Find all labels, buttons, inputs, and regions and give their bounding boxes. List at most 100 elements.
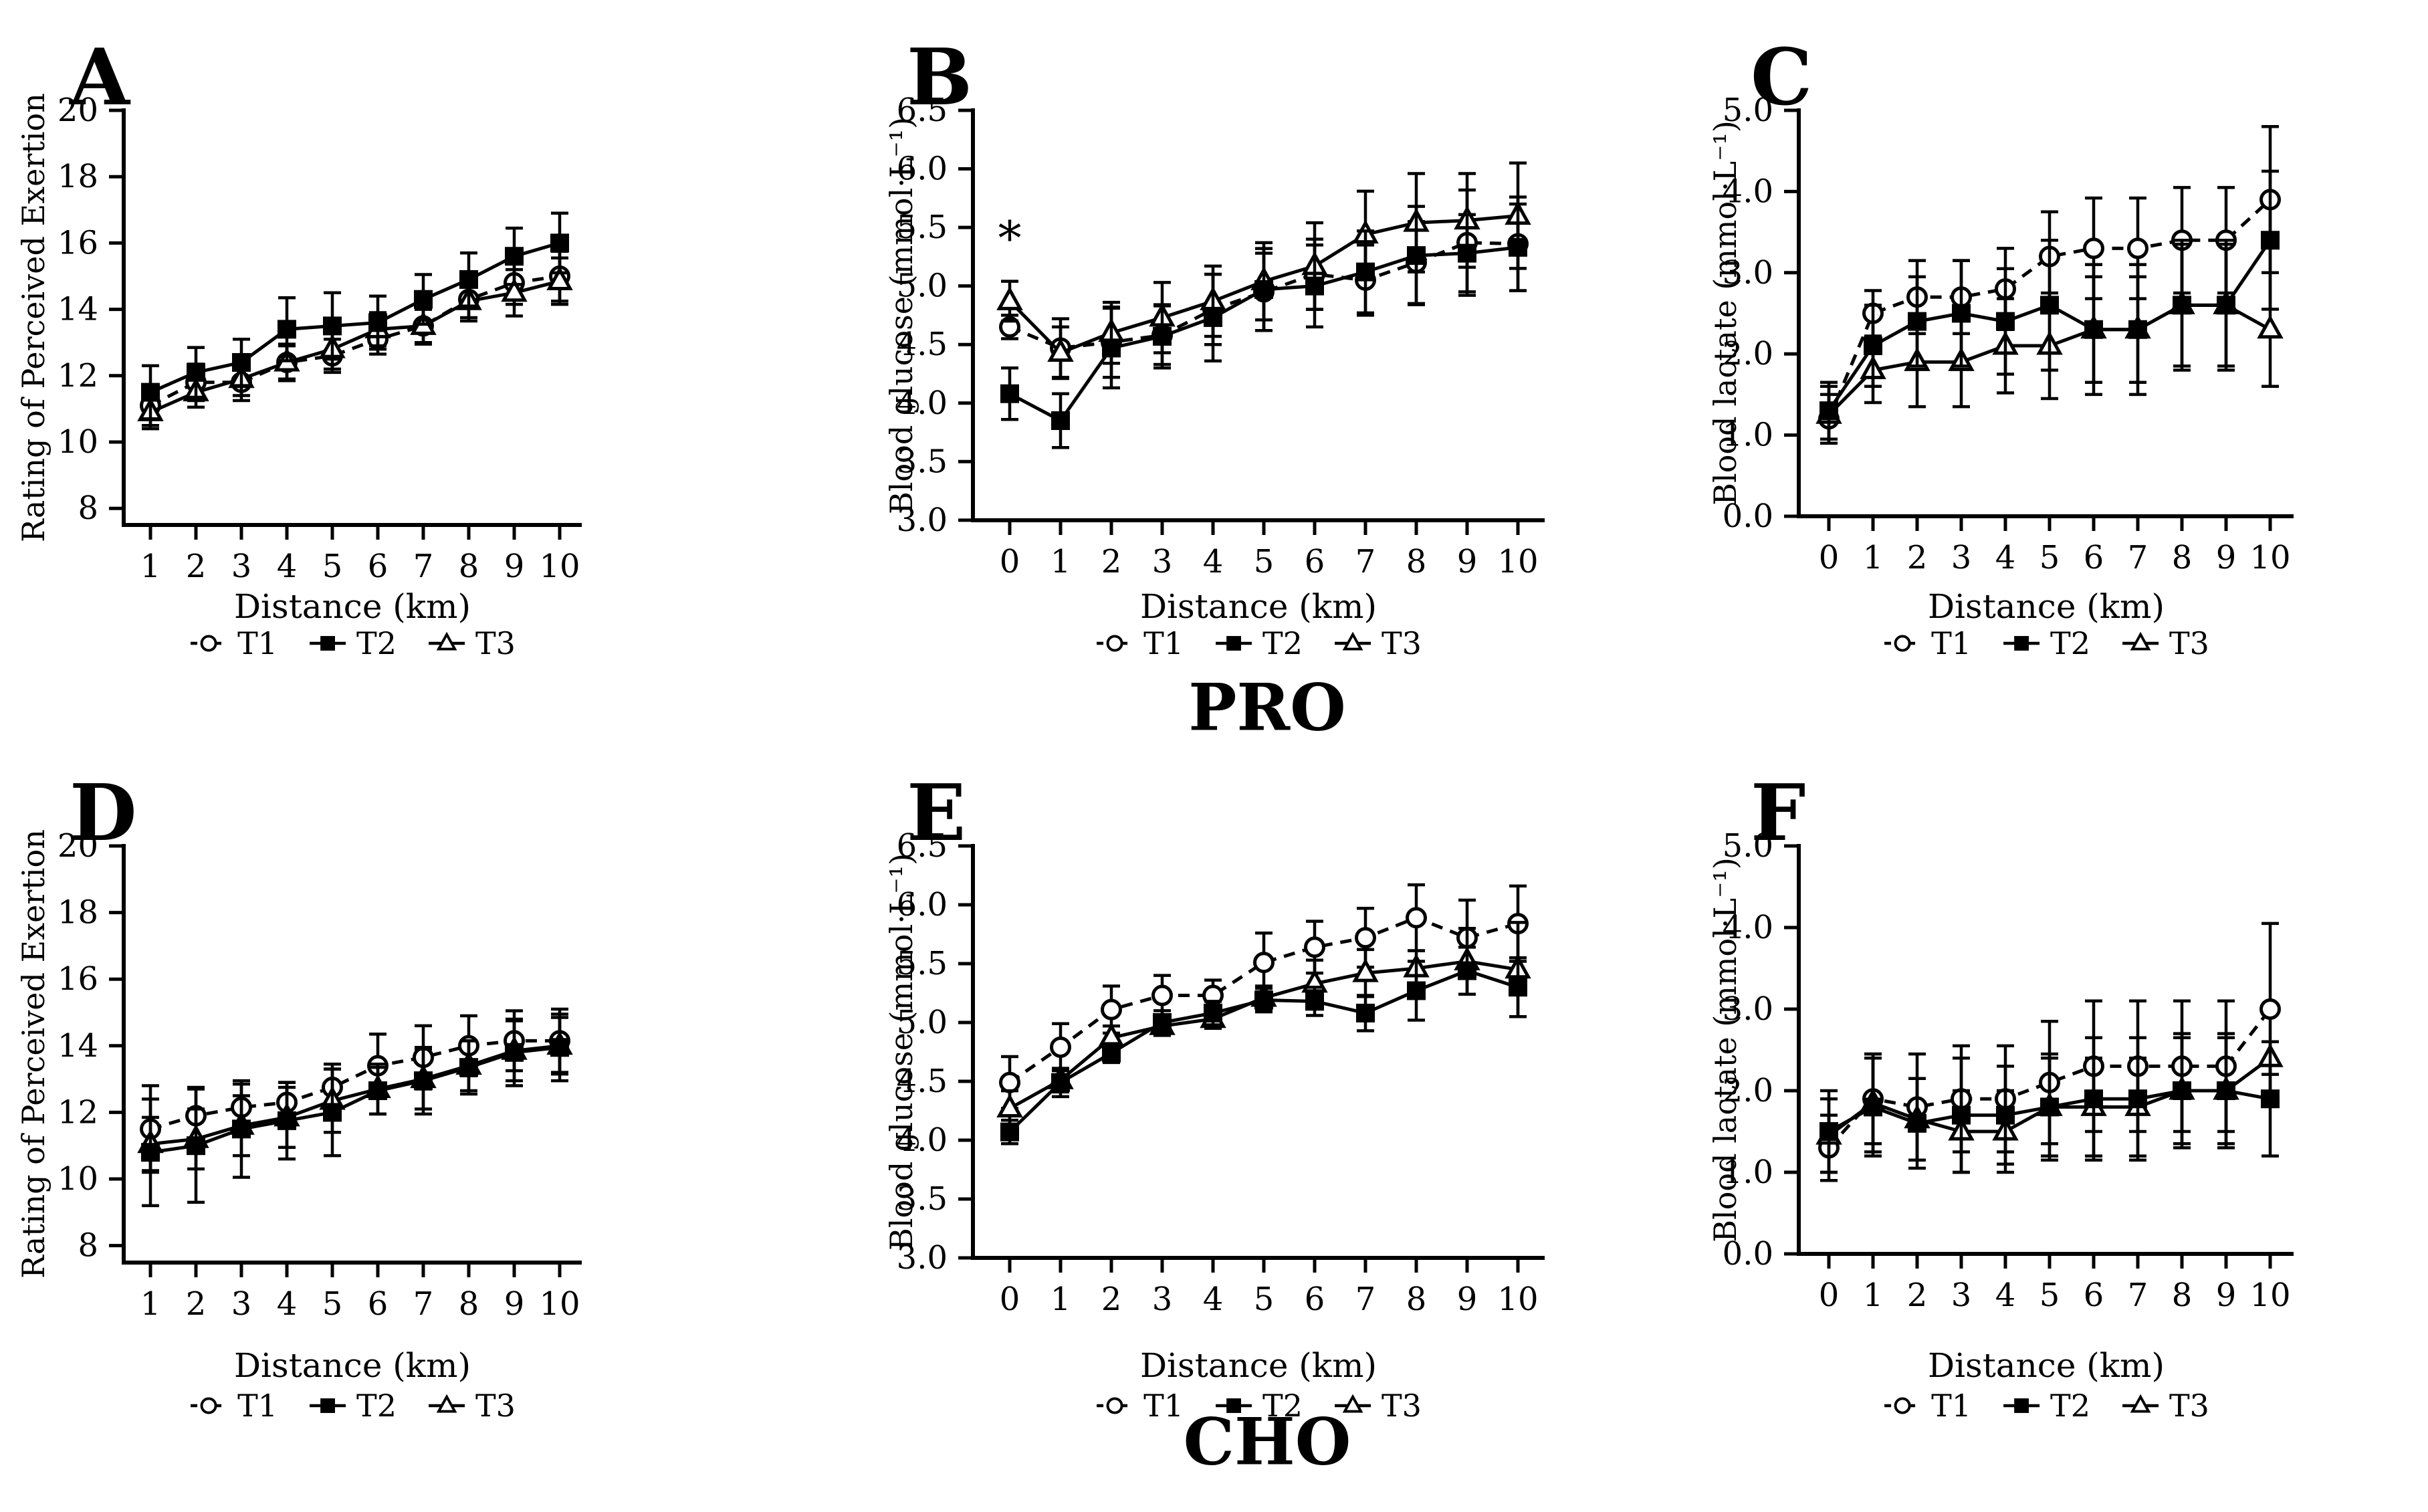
f-ytick-label: 1.0 bbox=[1723, 1154, 1773, 1191]
panel-a-y-axis-label: Rating of Perceived Exertion bbox=[15, 93, 51, 542]
legend-entry-t1: T1 bbox=[1883, 625, 1971, 661]
b-ytick-label: 5.5 bbox=[897, 209, 948, 246]
a-xtick-label: 5 bbox=[322, 548, 343, 585]
f-xtick-label: 9 bbox=[2216, 1277, 2237, 1314]
legend-label-t1: T1 bbox=[1931, 1388, 1972, 1424]
f-xtick-label: 1 bbox=[1863, 1277, 1884, 1314]
c-xtick-label: 8 bbox=[2172, 539, 2193, 576]
panel-d-x-axis-label: Distance (km) bbox=[233, 1346, 471, 1385]
f-ytick-label: 0.0 bbox=[1723, 1235, 1773, 1273]
legend-entry-t3: T3 bbox=[2121, 625, 2209, 661]
d-ytick-label: 10 bbox=[58, 1160, 98, 1198]
t2-filled-square-icon bbox=[310, 636, 346, 651]
t2-filled-square-icon bbox=[310, 1398, 346, 1413]
b-t2-markers bbox=[1000, 237, 1527, 431]
panel-a-legend: T1 T2 T3 bbox=[189, 625, 516, 661]
b-xtick-label: 4 bbox=[1203, 543, 1224, 580]
panel-b-letter: B bbox=[907, 32, 973, 123]
d-ytick-label: 16 bbox=[58, 960, 98, 998]
t1-open-circle-icon bbox=[1884, 1397, 1921, 1414]
a-xtick-label: 1 bbox=[140, 548, 161, 585]
legend-entry-t3: T3 bbox=[427, 1388, 516, 1424]
legend-label-t3: T3 bbox=[1381, 1388, 1422, 1424]
d-ytick-label: 20 bbox=[58, 827, 98, 865]
panel-c-legend: T1 T2 T3 bbox=[1883, 625, 2209, 661]
c-t1-line bbox=[1827, 198, 2272, 420]
t2-filled-square-icon bbox=[2003, 1398, 2040, 1413]
legend-entry-t1: T1 bbox=[189, 1388, 278, 1424]
panel-e-y-axis-label: Blood glucose (mmol·L⁻¹) bbox=[883, 853, 919, 1251]
e-ytick-label: 4.5 bbox=[897, 1063, 948, 1100]
e-xtick-label: 1 bbox=[1051, 1281, 1071, 1318]
e-ytick-label: 4.0 bbox=[897, 1121, 948, 1159]
legend-label-t3: T3 bbox=[475, 1388, 516, 1424]
f-t1-line bbox=[1828, 1008, 2272, 1150]
panel-b-x-axis-label: Distance (km) bbox=[1139, 587, 1377, 626]
f-ytick-label: 2.0 bbox=[1723, 1072, 1773, 1109]
e-ytick-label: 6.0 bbox=[897, 886, 948, 924]
legend-entry-t1: T1 bbox=[1095, 625, 1184, 661]
legend-label-t2: T2 bbox=[356, 625, 397, 661]
panel-b-legend: T1 T2 T3 bbox=[1095, 625, 1422, 661]
legend-label-t1: T1 bbox=[1143, 1388, 1184, 1424]
c-xtick-label: 6 bbox=[2084, 539, 2104, 576]
a-t1-line bbox=[149, 274, 560, 407]
e-t1-line bbox=[1008, 915, 1519, 1084]
b-ytick-label: 6.0 bbox=[897, 150, 948, 188]
d-ytick-label: 18 bbox=[58, 894, 98, 932]
c-ytick-label: 4.0 bbox=[1723, 173, 1773, 210]
d-ytick-label: 14 bbox=[58, 1027, 98, 1065]
t1-open-circle-icon bbox=[191, 635, 227, 652]
c-ytick-label: 2.0 bbox=[1723, 335, 1773, 372]
a-ytick-label: 8 bbox=[78, 490, 98, 527]
legend-entry-t2: T2 bbox=[308, 625, 397, 661]
e-ytick-label: 3.5 bbox=[897, 1180, 948, 1218]
b-xtick-label: 8 bbox=[1406, 543, 1427, 580]
d-xtick-label: 3 bbox=[231, 1285, 252, 1323]
a-xtick-label: 6 bbox=[368, 548, 389, 585]
c-ytick-label: 5.0 bbox=[1723, 92, 1773, 129]
a-xtick-label: 7 bbox=[413, 548, 434, 585]
a-ytick-label: 16 bbox=[58, 224, 98, 261]
a-xtick-label: 2 bbox=[186, 548, 207, 585]
panel-c-x-axis-label: Distance (km) bbox=[1927, 587, 2165, 626]
c-xtick-label: 2 bbox=[1907, 539, 1928, 576]
f-ytick-label: 5.0 bbox=[1723, 827, 1773, 865]
b-ytick-label: 3.0 bbox=[897, 502, 948, 539]
t3-open-triangle-icon bbox=[1334, 1394, 1371, 1413]
group-title-pro: PRO bbox=[1188, 669, 1346, 746]
e-t2-markers bbox=[1000, 961, 1527, 1142]
d-t2-line bbox=[150, 1045, 560, 1154]
b-significance-asterisk: * bbox=[998, 211, 1022, 265]
e-xtick-label: 2 bbox=[1101, 1281, 1122, 1318]
c-xtick-label: 0 bbox=[1819, 539, 1840, 576]
b-ytick-label: 4.5 bbox=[897, 326, 948, 363]
a-t2-line bbox=[149, 241, 560, 394]
d-t1-line bbox=[150, 1039, 560, 1131]
e-xtick-label: 5 bbox=[1254, 1281, 1275, 1318]
d-xtick-label: 4 bbox=[277, 1285, 298, 1323]
legend-label-t1: T1 bbox=[1143, 625, 1184, 661]
b-t2-error-bars bbox=[1001, 202, 1527, 449]
a-xtick-label: 3 bbox=[231, 548, 252, 585]
t3-open-triangle-icon bbox=[2122, 631, 2159, 651]
panel-f-legend: T1 T2 T3 bbox=[1883, 1388, 2209, 1424]
legend-label-t3: T3 bbox=[2169, 1388, 2209, 1424]
e-xtick-label: 7 bbox=[1355, 1281, 1376, 1318]
group-title-cho: CHO bbox=[1183, 1404, 1351, 1480]
a-xtick-label: 8 bbox=[459, 548, 479, 585]
f-xtick-label: 0 bbox=[1819, 1277, 1840, 1314]
panel-a-x-axis-label: Distance (km) bbox=[233, 587, 471, 626]
f-ytick-label: 4.0 bbox=[1723, 909, 1773, 946]
legend-entry-t1: T1 bbox=[1095, 1388, 1184, 1424]
panel-f-x-axis-label: Distance (km) bbox=[1927, 1346, 2165, 1385]
d-xtick-label: 5 bbox=[322, 1285, 343, 1323]
legend-entry-t3: T3 bbox=[1333, 1388, 1422, 1424]
b-ytick-label: 6.5 bbox=[897, 92, 948, 129]
b-xtick-label: 10 bbox=[1497, 543, 1538, 580]
c-t2-markers bbox=[1819, 231, 2280, 421]
panel-e-letter: E bbox=[907, 768, 966, 859]
b-xtick-label: 2 bbox=[1101, 543, 1122, 580]
